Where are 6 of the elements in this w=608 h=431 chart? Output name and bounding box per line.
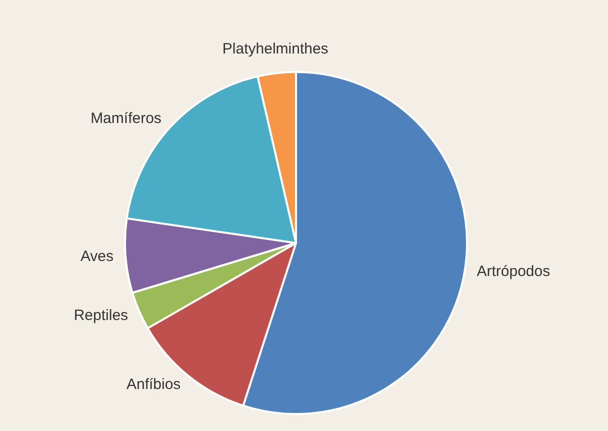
slice-label: Artrópodos [476, 262, 550, 280]
slice-label: Mamíferos [90, 110, 162, 128]
slice-label: Reptiles [74, 306, 128, 324]
slice-label: Platyhelminthes [222, 40, 328, 58]
slice-label: Anfíbios [126, 376, 181, 394]
slice-label: Aves [80, 248, 114, 265]
